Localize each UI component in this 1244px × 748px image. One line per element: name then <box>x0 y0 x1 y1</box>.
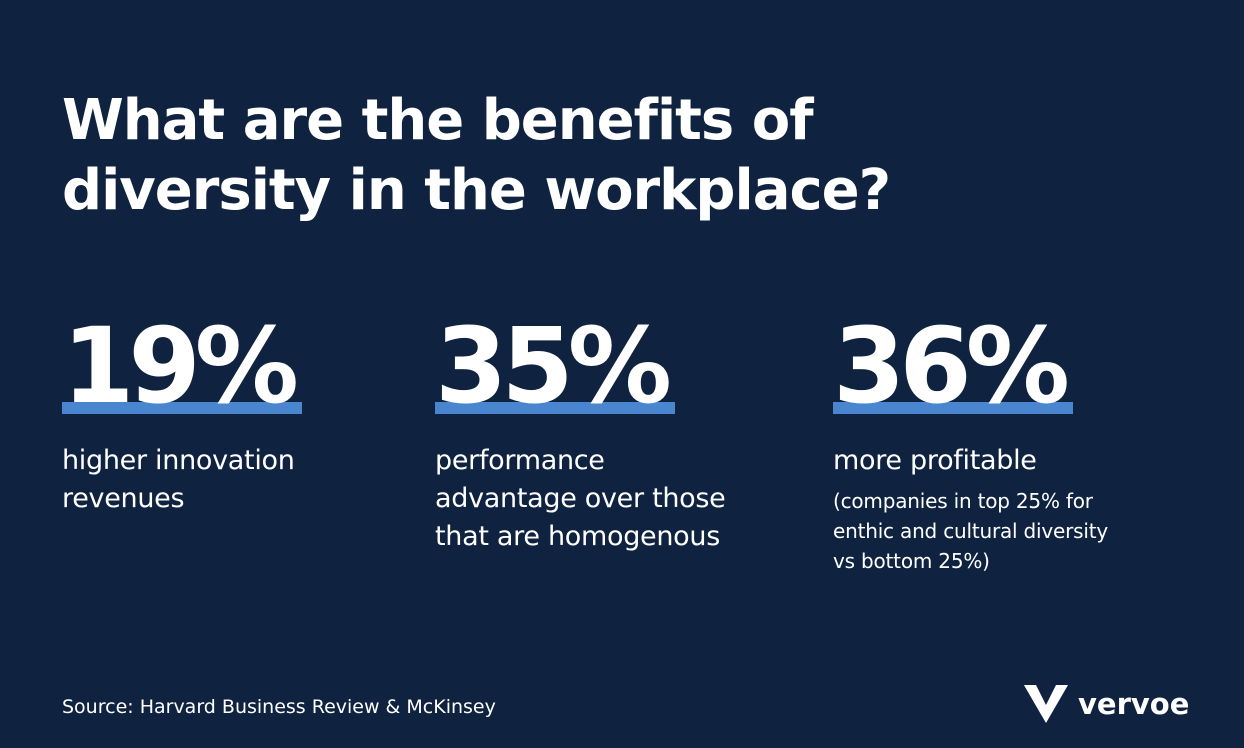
stat-description-line: revenues <box>62 483 185 514</box>
brand-name: vervoe <box>1078 687 1190 721</box>
stat-description-line: that are homogenous <box>435 521 720 552</box>
stat-description-line: higher innovation <box>62 445 295 476</box>
stat-note-line: vs bottom 25%) <box>833 549 990 573</box>
stat-description-line: more profitable <box>833 445 1037 476</box>
stat-performance: 35% performance advantage over those tha… <box>435 314 795 556</box>
stat-description: more profitable <box>833 442 1193 480</box>
stat-underline <box>435 402 675 414</box>
slide-title: What are the benefits of diversity in th… <box>62 86 1162 226</box>
stat-value: 35% <box>435 305 672 427</box>
stat-description: performance advantage over those that ar… <box>435 442 775 556</box>
title-line-1: What are the benefits of <box>62 88 814 153</box>
stat-note-line: enthic and cultural diversity <box>833 519 1109 543</box>
stat-note-line: (companies in top 25% for <box>833 489 1093 513</box>
stat-value-box: 19% <box>62 314 302 418</box>
stat-description-line: performance <box>435 445 605 476</box>
stat-value-box: 36% <box>833 314 1073 418</box>
brand-logo: vervoe <box>1024 684 1189 724</box>
source-citation: Source: Harvard Business Review & McKins… <box>62 696 496 718</box>
stat-underline <box>833 402 1073 414</box>
stat-description-line: advantage over those <box>435 483 726 514</box>
stat-underline <box>62 402 302 414</box>
stat-profitability: 36% more profitable (companies in top 25… <box>833 314 1193 576</box>
stat-description: higher innovation revenues <box>62 442 332 518</box>
stat-value: 19% <box>62 305 299 427</box>
stat-value-box: 35% <box>435 314 675 418</box>
stat-note: (companies in top 25% for enthic and cul… <box>833 486 1153 576</box>
vervoe-v-logo-icon <box>1024 685 1068 723</box>
stat-value: 36% <box>833 305 1070 427</box>
stat-innovation: 19% higher innovation revenues <box>62 314 362 518</box>
title-line-2: diversity in the workplace? <box>62 158 891 223</box>
